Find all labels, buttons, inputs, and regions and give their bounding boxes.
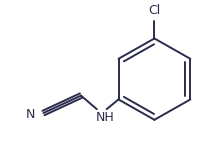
- Text: N: N: [26, 108, 35, 122]
- Text: Cl: Cl: [148, 4, 161, 17]
- Text: NH: NH: [95, 111, 114, 124]
